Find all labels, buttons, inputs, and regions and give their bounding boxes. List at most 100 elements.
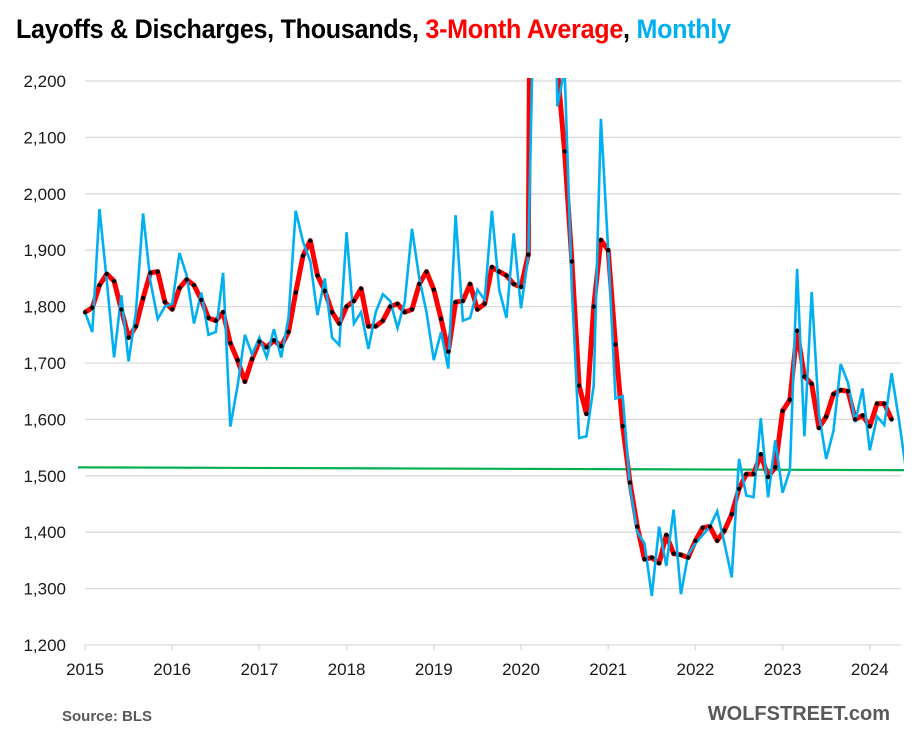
avg-point	[170, 307, 175, 312]
y-tick-label: 2,100	[23, 128, 66, 147]
avg-point	[300, 253, 306, 259]
avg-point	[373, 324, 378, 329]
avg-point	[794, 328, 800, 334]
avg-point	[700, 525, 705, 530]
x-tick-label: 2022	[676, 660, 714, 679]
avg-point	[460, 298, 466, 304]
y-axis: 1,200 1,300 1,400 1,500 1,600 1,700 1,800 1,900…	[23, 72, 66, 655]
avg-point	[598, 237, 604, 243]
avg-point	[286, 329, 291, 335]
y-tick-label: 1,300	[23, 580, 66, 599]
monthly-line	[83, 78, 904, 597]
avg-point	[751, 471, 756, 477]
avg-point	[242, 379, 248, 384]
avg-point	[526, 252, 531, 257]
y-tick-label: 2,000	[23, 185, 66, 204]
avg-point	[576, 383, 582, 388]
avg-point	[337, 321, 342, 326]
avg-point	[184, 277, 189, 282]
avg-point	[722, 528, 727, 533]
avg-point	[707, 524, 713, 529]
x-axis: 2015 2016 2017 2018 2019 2020 2021 2022 2023 2024	[66, 645, 889, 679]
x-tick-label: 2017	[240, 660, 278, 679]
avg-point	[511, 281, 516, 287]
avg-point	[438, 316, 444, 322]
avg-point	[845, 389, 851, 394]
title-monthly-label: Monthly	[636, 14, 731, 44]
x-tick-label: 2019	[415, 660, 453, 679]
avg-point	[715, 538, 720, 543]
avg-point	[802, 374, 807, 379]
avg-point	[765, 474, 771, 480]
avg-point	[518, 284, 524, 290]
avg-point	[424, 269, 429, 274]
avg-point	[649, 555, 654, 560]
avg-point	[453, 299, 458, 305]
avg-point	[497, 269, 502, 274]
avg-point	[213, 318, 218, 323]
avg-point	[635, 524, 640, 529]
y-tick-label: 1,500	[23, 467, 66, 486]
avg-point	[685, 555, 691, 560]
avg-point	[191, 282, 197, 288]
avg-point	[431, 287, 436, 292]
avg-point	[322, 288, 327, 294]
avg-point	[82, 310, 88, 315]
avg-point	[787, 397, 793, 402]
avg-point	[271, 338, 277, 343]
x-tick-label: 2016	[153, 660, 191, 679]
avg-point	[249, 356, 255, 362]
avg-point	[656, 561, 662, 566]
avg-point	[736, 486, 742, 491]
x-tick-label: 2020	[502, 660, 540, 679]
avg-point	[199, 297, 204, 303]
avg-point	[562, 149, 567, 154]
avg-point	[119, 307, 124, 312]
avg-point	[809, 381, 814, 387]
source-label: Source: BLS	[62, 708, 153, 725]
avg-point	[504, 273, 509, 278]
avg-point	[816, 425, 822, 431]
title-separator: ,	[623, 14, 637, 44]
avg-point	[228, 341, 233, 346]
avg-point	[467, 281, 473, 287]
title-avg-label: 3-Month Average	[425, 14, 624, 44]
avg-point	[642, 557, 647, 562]
x-tick-label: 2024	[851, 660, 889, 679]
avg-point	[111, 279, 117, 284]
avg-point	[627, 480, 633, 485]
avg-point	[380, 318, 386, 323]
avg-point	[678, 552, 684, 557]
avg-point	[482, 301, 487, 306]
avg-point	[489, 264, 495, 270]
y-tick-label: 1,200	[23, 636, 66, 655]
avg-point	[402, 310, 407, 315]
avg-point	[155, 269, 160, 274]
avg-point	[329, 310, 335, 315]
avg-point	[351, 298, 357, 304]
avg-point	[758, 452, 763, 457]
x-tick-label: 2018	[328, 660, 366, 679]
avg-point	[264, 345, 269, 350]
avg-point	[162, 299, 168, 305]
x-tick-label: 2023	[764, 660, 802, 679]
avg-point	[206, 315, 211, 321]
y-tick-label: 1,400	[23, 523, 66, 542]
avg-point	[831, 391, 836, 397]
y-tick-label: 2,200	[23, 72, 66, 91]
avg-point	[417, 281, 422, 287]
avg-point	[446, 349, 451, 354]
gridlines	[85, 80, 901, 646]
y-tick-label: 1,600	[23, 410, 66, 429]
avg-point	[882, 401, 887, 406]
avg-point	[315, 273, 320, 278]
avg-point	[591, 304, 596, 309]
avg-point	[671, 551, 676, 556]
avg-point	[97, 282, 102, 288]
y-tick-label: 1,900	[23, 241, 66, 260]
avg-point	[853, 417, 858, 422]
avg-point	[279, 343, 284, 349]
avg-point	[838, 387, 843, 393]
avg-point	[235, 357, 240, 363]
